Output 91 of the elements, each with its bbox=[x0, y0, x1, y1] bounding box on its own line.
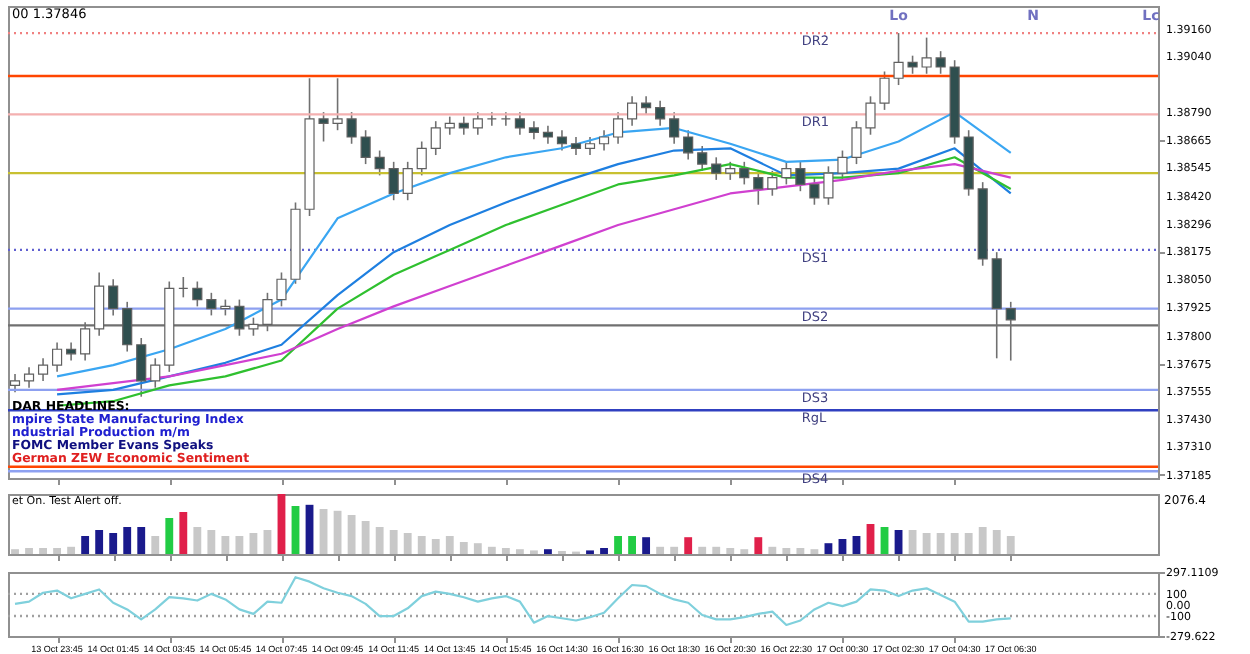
candlestick bbox=[767, 170, 778, 197]
candlestick bbox=[514, 111, 525, 136]
candlestick bbox=[150, 357, 161, 389]
candlestick bbox=[430, 120, 441, 156]
bar bbox=[417, 536, 426, 554]
candlestick bbox=[374, 149, 385, 177]
candlestick bbox=[781, 161, 792, 186]
candlestick bbox=[52, 341, 63, 373]
bar bbox=[726, 548, 735, 554]
bar bbox=[445, 536, 454, 554]
bar bbox=[712, 546, 721, 554]
bar bbox=[614, 536, 622, 554]
candlestick bbox=[725, 161, 736, 181]
candlestick bbox=[655, 100, 666, 127]
candlestick bbox=[388, 161, 399, 202]
bar bbox=[81, 536, 90, 554]
bar bbox=[698, 546, 707, 554]
bar bbox=[628, 536, 637, 554]
bar bbox=[1006, 536, 1015, 554]
candlestick bbox=[739, 161, 750, 186]
candlestick bbox=[612, 111, 624, 145]
bar bbox=[375, 527, 384, 554]
bar bbox=[431, 539, 440, 554]
bar bbox=[333, 510, 342, 554]
candlestick bbox=[206, 292, 217, 317]
line-series bbox=[13, 576, 1012, 627]
bar bbox=[193, 527, 202, 554]
candlestick bbox=[192, 280, 203, 308]
bar bbox=[459, 542, 468, 554]
bar bbox=[782, 548, 791, 554]
candlestick bbox=[542, 124, 554, 145]
candlestick bbox=[556, 129, 568, 152]
bar bbox=[992, 530, 1001, 554]
candlestick bbox=[711, 156, 722, 181]
bar bbox=[25, 548, 33, 554]
bar bbox=[670, 546, 679, 554]
candlestick bbox=[136, 337, 147, 398]
bar bbox=[53, 548, 62, 554]
candlestick bbox=[697, 145, 708, 172]
bar bbox=[922, 533, 931, 554]
bar bbox=[207, 530, 216, 554]
candlestick bbox=[528, 120, 539, 141]
bar bbox=[656, 546, 665, 554]
candlestick bbox=[444, 115, 455, 136]
candlestick bbox=[37, 357, 49, 382]
candlestick bbox=[23, 366, 35, 389]
candlestick bbox=[641, 95, 652, 116]
candlestick bbox=[9, 373, 21, 393]
candlestick bbox=[472, 111, 483, 136]
bar bbox=[347, 515, 356, 554]
bar bbox=[235, 536, 244, 554]
bar bbox=[165, 518, 174, 554]
bar bbox=[908, 530, 917, 554]
bar bbox=[487, 546, 496, 554]
bar bbox=[754, 537, 763, 554]
bar bbox=[389, 530, 398, 554]
candlestick bbox=[753, 170, 764, 206]
candlestick bbox=[416, 140, 427, 177]
bar bbox=[964, 533, 973, 554]
bar bbox=[950, 533, 959, 554]
bar bbox=[768, 546, 777, 554]
bar bbox=[137, 527, 146, 554]
bar bbox=[642, 537, 651, 554]
bar bbox=[179, 512, 188, 554]
bar bbox=[936, 533, 945, 554]
bar bbox=[978, 527, 987, 554]
bar bbox=[501, 548, 510, 554]
candlestick bbox=[108, 278, 119, 317]
bar bbox=[95, 530, 104, 554]
bar bbox=[109, 533, 118, 554]
bar bbox=[796, 548, 805, 554]
candlestick bbox=[458, 115, 469, 136]
candlestick bbox=[402, 161, 413, 202]
bar bbox=[361, 521, 370, 554]
bar bbox=[824, 543, 833, 554]
bar bbox=[600, 548, 608, 554]
bar bbox=[221, 536, 230, 554]
bar bbox=[473, 543, 482, 554]
bar bbox=[123, 527, 132, 554]
line-series bbox=[55, 111, 1012, 378]
candlestick bbox=[598, 129, 610, 152]
candlestick bbox=[669, 111, 680, 145]
bar bbox=[151, 536, 160, 554]
candlestick bbox=[627, 95, 638, 127]
bar bbox=[403, 533, 412, 554]
bar bbox=[67, 546, 76, 554]
candlestick bbox=[584, 136, 596, 156]
candlestick bbox=[570, 136, 582, 156]
bar bbox=[684, 537, 693, 554]
candlestick bbox=[683, 129, 694, 161]
bar bbox=[39, 548, 47, 554]
